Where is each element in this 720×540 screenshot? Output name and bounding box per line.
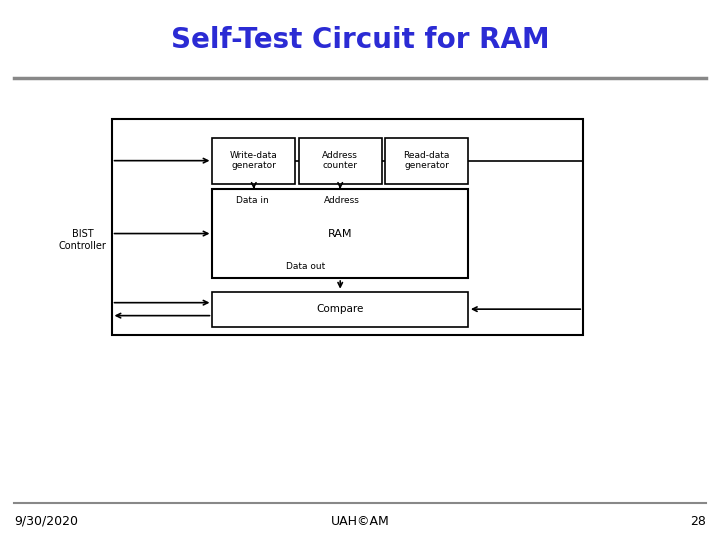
- Text: Compare: Compare: [317, 304, 364, 314]
- Text: Write-data
generator: Write-data generator: [230, 151, 278, 170]
- Text: Address: Address: [324, 197, 360, 205]
- Text: UAH©AM: UAH©AM: [330, 515, 390, 528]
- Text: Read-data
generator: Read-data generator: [403, 151, 450, 170]
- Bar: [385, 138, 468, 184]
- Text: Address
counter: Address counter: [323, 151, 358, 170]
- Bar: [212, 189, 468, 278]
- Text: BIST
Controller: BIST Controller: [59, 230, 107, 251]
- Text: 28: 28: [690, 515, 706, 528]
- Bar: [212, 292, 468, 327]
- Text: Data out: Data out: [287, 262, 325, 271]
- Text: 9/30/2020: 9/30/2020: [14, 515, 78, 528]
- Bar: [212, 138, 295, 184]
- Text: Self-Test Circuit for RAM: Self-Test Circuit for RAM: [171, 26, 549, 55]
- Bar: [112, 119, 583, 335]
- Text: Data in: Data in: [235, 197, 269, 205]
- Text: RAM: RAM: [328, 228, 353, 239]
- Bar: [299, 138, 382, 184]
